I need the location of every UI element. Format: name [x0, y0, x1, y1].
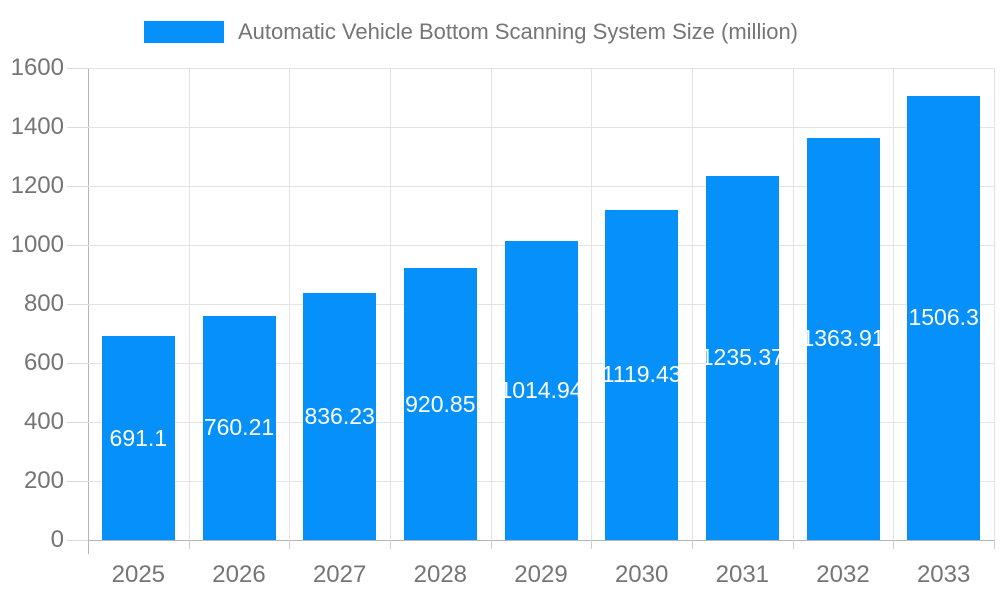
y-axis-tick: [67, 363, 88, 364]
x-axis-tick: [289, 540, 291, 549]
bar-value-label: 1014.94: [504, 376, 578, 403]
bar-value-label: 836.23: [304, 403, 375, 430]
bar[interactable]: 1235.37: [705, 175, 779, 540]
bar-value-label: 920.85: [405, 390, 476, 417]
v-gridline: [289, 68, 291, 540]
y-axis-tick-label: 1000: [10, 231, 64, 258]
x-axis-tick-label: 2032: [816, 561, 870, 588]
x-axis-tick-label: 2026: [212, 561, 266, 588]
bar[interactable]: 1506.3: [907, 95, 981, 540]
y-axis-tick: [67, 127, 88, 128]
x-axis-tick: [490, 540, 492, 549]
y-axis-line: [88, 68, 89, 554]
h-gridline: [88, 68, 994, 69]
h-gridline: [88, 186, 994, 187]
v-gridline: [893, 68, 895, 540]
x-axis-tick: [188, 540, 190, 549]
bar-value-label: 1235.37: [705, 344, 779, 371]
y-axis-tick-label: 1600: [10, 54, 64, 81]
y-axis-tick: [67, 304, 88, 305]
x-axis-tick: [893, 540, 895, 549]
v-gridline: [188, 68, 190, 540]
x-axis-tick-label: 2027: [312, 561, 367, 588]
legend-swatch: [144, 21, 224, 43]
y-axis-tick: [67, 245, 88, 246]
y-axis-tick-label: 400: [23, 408, 64, 435]
x-axis-tick: [792, 540, 794, 549]
y-axis-tick-label: 600: [23, 349, 64, 376]
y-axis-tick-label: 1400: [10, 113, 64, 140]
y-axis-tick: [67, 186, 88, 187]
x-axis-tick-label: 2025: [111, 561, 166, 588]
bar-value-label: 691.1: [109, 424, 168, 451]
v-gridline: [692, 68, 693, 540]
x-axis-tick-label: 2029: [514, 561, 568, 588]
v-gridline: [792, 68, 794, 540]
x-axis-tick-label: 2033: [916, 561, 971, 588]
x-axis-tick: [591, 540, 593, 549]
bar-value-label: 760.21: [203, 414, 275, 441]
bar-value-label: 1119.43: [605, 361, 679, 388]
y-axis-tick-label: 1200: [10, 172, 64, 199]
x-axis-tick: [390, 540, 391, 549]
x-axis-tick: [994, 540, 995, 549]
x-axis-tick: [692, 540, 693, 549]
bar[interactable]: 1363.91: [806, 137, 880, 540]
x-axis-line: [88, 540, 994, 541]
y-axis-tick-label: 200: [23, 467, 64, 494]
v-gridline: [591, 68, 593, 540]
bar[interactable]: 760.21: [202, 315, 276, 540]
x-axis-tick-label: 2030: [614, 561, 669, 588]
x-axis-tick-label: 2031: [715, 561, 770, 588]
bar[interactable]: 920.85: [403, 268, 477, 540]
y-axis-tick: [67, 481, 88, 482]
bar[interactable]: 691.1: [101, 336, 175, 540]
y-axis-tick: [67, 540, 88, 541]
legend-label: Automatic Vehicle Bottom Scanning System…: [238, 19, 799, 44]
bar[interactable]: 1014.94: [504, 240, 578, 540]
v-gridline: [390, 68, 391, 540]
plot-area: 691.1 760.21 836.23 920.85 1014.94 1119.43 123…: [88, 68, 995, 540]
y-axis-tick: [67, 68, 88, 69]
v-gridline: [490, 68, 492, 540]
x-axis-tick-label: 2028: [413, 561, 468, 588]
y-axis-tick-label: 800: [23, 290, 64, 317]
bar[interactable]: 836.23: [303, 293, 377, 540]
y-axis-tick-label: 0: [50, 526, 64, 553]
legend-item[interactable]: Automatic Vehicle Bottom Scanning System…: [144, 19, 799, 44]
y-axis-tick: [67, 422, 88, 423]
bar[interactable]: 1119.43: [605, 209, 679, 540]
h-gridline: [88, 127, 994, 128]
bar-value-label: 1506.3: [908, 304, 979, 331]
v-gridline: [994, 68, 995, 540]
bar-value-label: 1363.91: [806, 325, 880, 352]
